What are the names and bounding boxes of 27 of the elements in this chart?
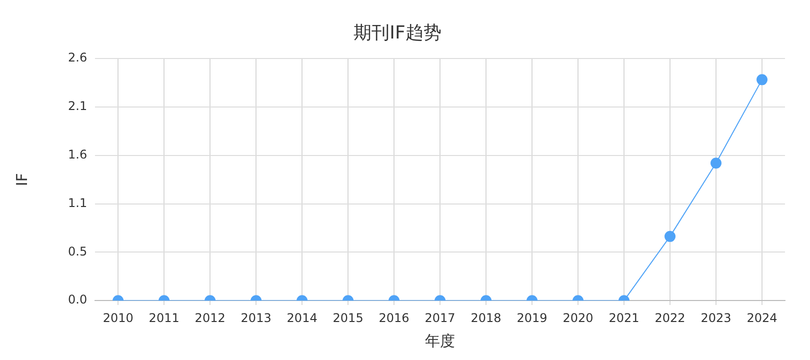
point xyxy=(756,74,768,86)
y-axis-title: IF xyxy=(12,173,31,186)
x-tick-label: 2011 xyxy=(148,310,180,325)
y-tick-label: 1.1 xyxy=(68,196,88,210)
point xyxy=(710,158,722,169)
x-tick-label: 2017 xyxy=(424,310,456,325)
x-tick-label: 2022 xyxy=(654,310,686,325)
y-tick-label: 0.5 xyxy=(68,244,88,258)
x-tick-label: 2014 xyxy=(286,310,318,325)
x-tick-label: 2013 xyxy=(240,310,272,325)
x-tick-label: 2012 xyxy=(194,310,226,325)
y-tick-label: 1.6 xyxy=(68,148,88,162)
y-tick-label: 0.0 xyxy=(68,292,88,307)
x-tick-label: 2019 xyxy=(516,310,548,325)
x-tick-label: 2016 xyxy=(378,310,410,325)
point xyxy=(664,230,676,242)
y-tick-label: 2.6 xyxy=(68,50,88,65)
x-tick-label: 2020 xyxy=(562,310,594,325)
x-tick-label: 2010 xyxy=(102,310,134,325)
x-tick-label: 2023 xyxy=(700,310,732,325)
x-tick-label: 2021 xyxy=(608,310,640,325)
x-tick-label: 2018 xyxy=(470,310,502,325)
y-tick-label: 2.1 xyxy=(68,99,88,114)
chart-title: 期刊IF趋势 xyxy=(354,22,442,44)
x-tick-label: 2015 xyxy=(332,310,364,325)
x-axis-title: 年度 xyxy=(425,332,456,350)
x-tick-label: 2024 xyxy=(746,310,778,325)
